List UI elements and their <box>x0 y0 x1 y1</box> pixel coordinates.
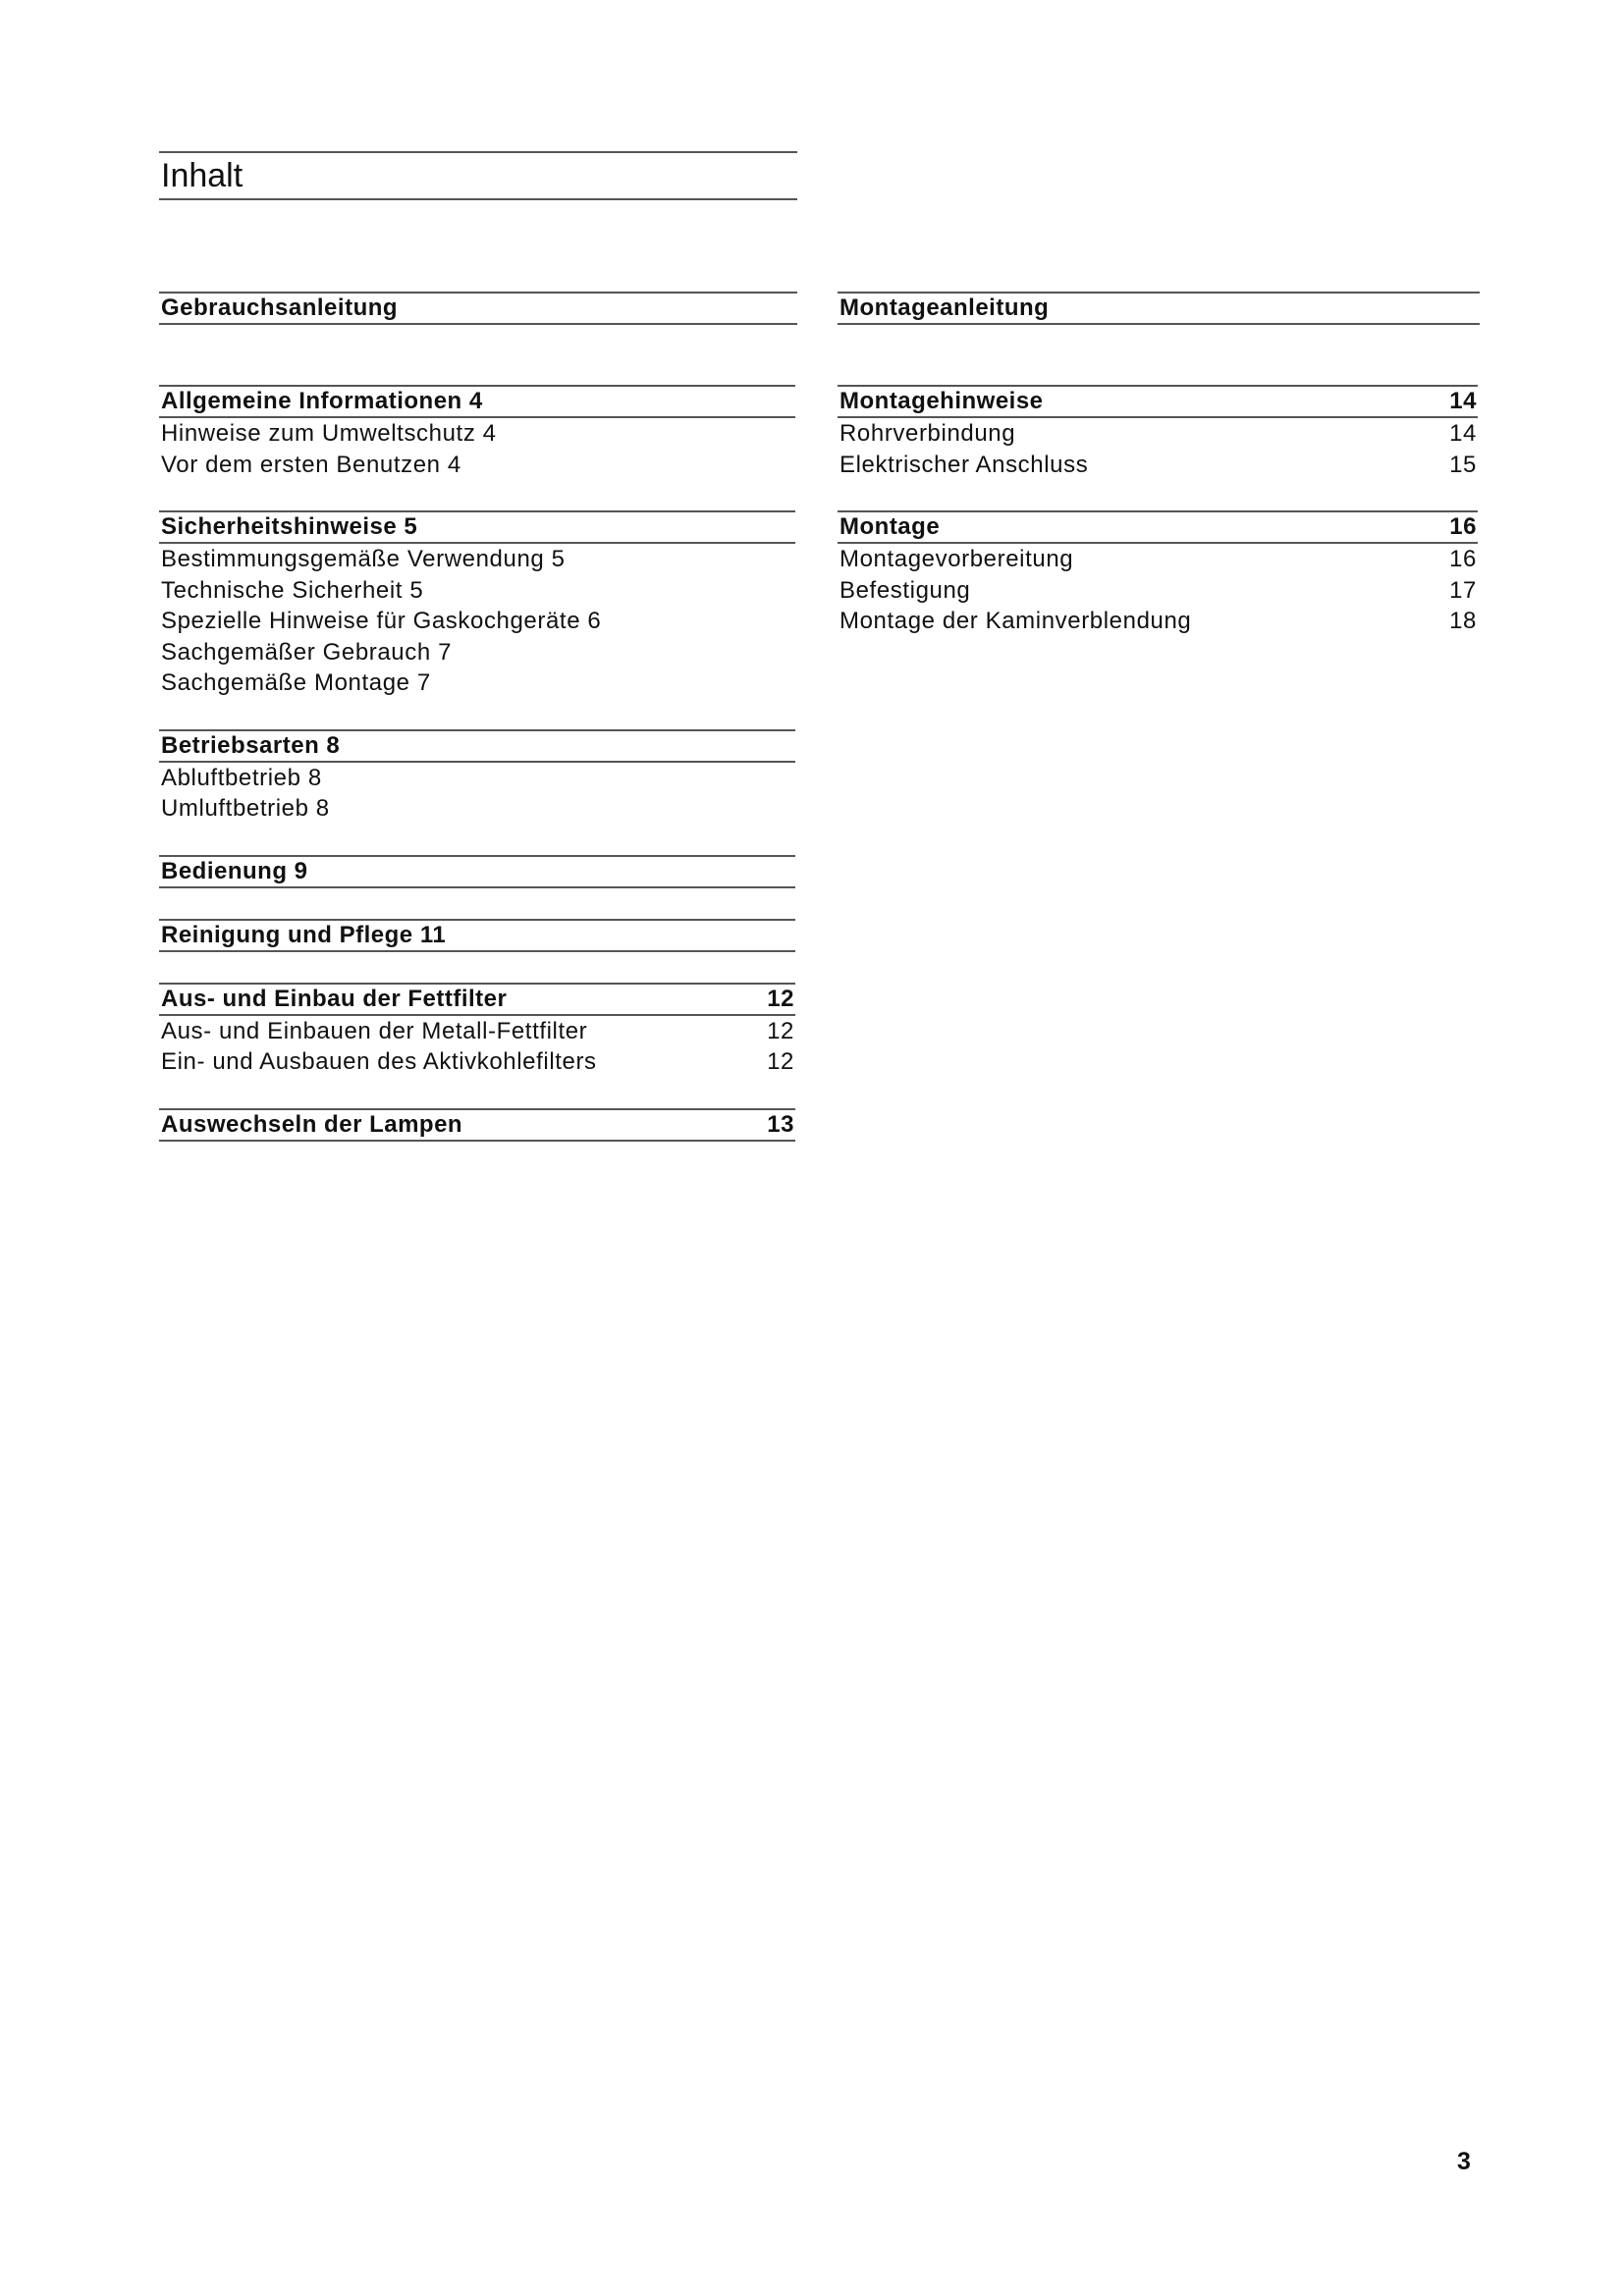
toc-page-number: 14 <box>1449 420 1477 447</box>
toc-entry-title: Vor dem ersten Benutzen 4 <box>161 451 461 478</box>
toc-entry-title: Spezielle Hinweise für Gaskochgeräte 6 <box>161 608 602 634</box>
toc-entry[interactable]: Hinweise zum Umweltschutz 4 <box>159 418 795 450</box>
toc-page-number <box>794 667 795 699</box>
toc-entry[interactable]: Vor dem ersten Benutzen 4 <box>159 450 795 481</box>
toc-sections: Montagehinweise 14 Rohrverbindung 14 Elektri… <box>838 385 1478 667</box>
toc-section-title: Betriebsarten 8 <box>161 731 341 759</box>
toc-entry-title: Rohrverbindung <box>839 420 1016 447</box>
toc-entry[interactable]: Befestigung 17 <box>838 575 1478 607</box>
toc-section-heading[interactable]: Montage 16 <box>838 510 1478 544</box>
toc-page-number: 16 <box>1449 546 1477 572</box>
toc-entry-title: Umluftbetrieb 8 <box>161 795 330 822</box>
toc-entry-title: Technische Sicherheit 5 <box>161 576 424 604</box>
toc-section-heading[interactable]: Montagehinweise 14 <box>838 385 1478 418</box>
toc-entry-title: Bestimmungsgemäße Verwendung 5 <box>161 546 566 572</box>
toc-section: Bedienung 9 <box>159 854 795 888</box>
page-number: 3 <box>1457 2148 1471 2175</box>
toc-page-number: 17 <box>1449 576 1477 604</box>
toc-page-number: 14 <box>1449 388 1477 414</box>
toc-entry-title: Aus- und Einbauen der Metall-Fettfilter <box>161 1017 588 1044</box>
toc-page-number <box>794 731 795 761</box>
toc-entry-title: Montagevorbereitung <box>839 546 1074 572</box>
toc-entry-title: Abluftbetrieb 8 <box>161 764 322 791</box>
toc-entry[interactable]: Rohrverbindung 14 <box>838 418 1478 450</box>
toc-page-number <box>794 857 795 886</box>
toc-section-title: Aus- und Einbau der Fettfilter <box>161 985 508 1012</box>
toc-page-number: 12 <box>767 985 794 1012</box>
toc-page-number: 13 <box>767 1110 794 1138</box>
toc-entry-title: Sachgemäße Montage 7 <box>161 669 431 696</box>
toc-section-heading[interactable]: Betriebsarten 8 <box>159 728 795 763</box>
toc-entry[interactable]: Bestimmungsgemäße Verwendung 5 <box>159 544 795 575</box>
toc-entry[interactable]: Abluftbetrieb 8 <box>159 763 795 794</box>
toc-entry[interactable]: Aus- und Einbauen der Metall-Fettfilter 1… <box>159 1016 795 1047</box>
toc-page-number <box>794 606 795 637</box>
toc-section-title: Bedienung 9 <box>161 857 308 884</box>
toc-section: Reinigung und Pflege 11 <box>159 918 795 952</box>
toc-section-heading[interactable]: Aus- und Einbau der Fettfilter 12 <box>159 982 795 1016</box>
toc-section-heading[interactable]: Reinigung und Pflege 11 <box>159 918 795 952</box>
toc-page-number <box>794 544 795 575</box>
page-title: Inhalt <box>159 151 797 200</box>
toc-entry-title: Befestigung <box>839 576 971 604</box>
toc-entry[interactable]: Elektrischer Anschluss 15 <box>838 450 1478 481</box>
part-heading-montageanleitung: Montageanleitung <box>838 292 1480 325</box>
toc-sections: Allgemeine Informationen 4 Hinweise zum U… <box>159 385 795 1172</box>
toc-section-title: Allgemeine Informationen 4 <box>161 388 483 414</box>
toc-section-heading[interactable]: Sicherheitshinweise 5 <box>159 510 795 544</box>
toc-section: Sicherheitshinweise 5 Bestimmungsgemäße V… <box>159 510 795 699</box>
toc-section: Montage 16 Montagevorbereitung 16 Befestigun… <box>838 510 1478 637</box>
toc-section: Montagehinweise 14 Rohrverbindung 14 Elektri… <box>838 385 1478 480</box>
toc-entry-title: Sachgemäßer Gebrauch 7 <box>161 638 453 666</box>
toc-entry-title: Ein- und Ausbauen des Aktivkohlefilters <box>161 1048 597 1075</box>
toc-page-number <box>794 387 795 416</box>
toc-entry-title: Hinweise zum Umweltschutz 4 <box>161 420 497 447</box>
toc-page-number <box>794 512 795 542</box>
toc-page-number <box>794 418 795 450</box>
toc-page-number: 16 <box>1449 513 1477 540</box>
toc-page-number: 18 <box>1449 608 1477 634</box>
toc-section-title: Montage <box>839 513 941 540</box>
toc-page-number <box>794 637 795 668</box>
toc-entry[interactable]: Sachgemäße Montage 7 <box>159 667 795 699</box>
toc-section-heading[interactable]: Bedienung 9 <box>159 854 795 888</box>
toc-page-number <box>794 450 795 481</box>
toc-section-heading[interactable]: Auswechseln der Lampen 13 <box>159 1107 795 1142</box>
toc-section: Auswechseln der Lampen 13 <box>159 1107 795 1142</box>
toc-entry[interactable]: Sachgemäßer Gebrauch 7 <box>159 637 795 668</box>
toc-entry-title: Elektrischer Anschluss <box>839 451 1089 478</box>
toc-section-heading[interactable]: Allgemeine Informationen 4 <box>159 385 795 418</box>
toc-section: Aus- und Einbau der Fettfilter 12 Aus- und… <box>159 982 795 1078</box>
toc-entry[interactable]: Spezielle Hinweise für Gaskochgeräte 6 <box>159 606 795 637</box>
part-heading-gebrauchsanleitung: Gebrauchsanleitung <box>159 292 797 325</box>
toc-entry[interactable]: Technische Sicherheit 5 <box>159 575 795 607</box>
toc-page-number <box>794 793 795 825</box>
toc-entry[interactable]: Ein- und Ausbauen des Aktivkohlefilters 1… <box>159 1046 795 1078</box>
toc-page-number <box>794 763 795 794</box>
toc-page-number: 15 <box>1449 451 1477 478</box>
toc-section-title: Reinigung und Pflege 11 <box>161 921 447 948</box>
toc-section: Allgemeine Informationen 4 Hinweise zum U… <box>159 385 795 480</box>
toc-page-number <box>794 921 795 950</box>
toc-entry-title: Montage der Kaminverblendung <box>839 608 1192 634</box>
toc-section-title: Sicherheitshinweise 5 <box>161 513 418 540</box>
toc-entry[interactable]: Umluftbetrieb 8 <box>159 793 795 825</box>
toc-section: Betriebsarten 8 Abluftbetrieb 8 Umluftbetr… <box>159 728 795 825</box>
toc-page-number: 12 <box>767 1048 794 1075</box>
toc-entry[interactable]: Montagevorbereitung 16 <box>838 544 1478 575</box>
toc-page-number <box>794 575 795 607</box>
toc-section-title: Auswechseln der Lampen <box>161 1110 463 1138</box>
toc-page-number: 12 <box>767 1017 794 1044</box>
toc-entry[interactable]: Montage der Kaminverblendung 18 <box>838 606 1478 637</box>
toc-section-title: Montagehinweise <box>839 388 1044 414</box>
